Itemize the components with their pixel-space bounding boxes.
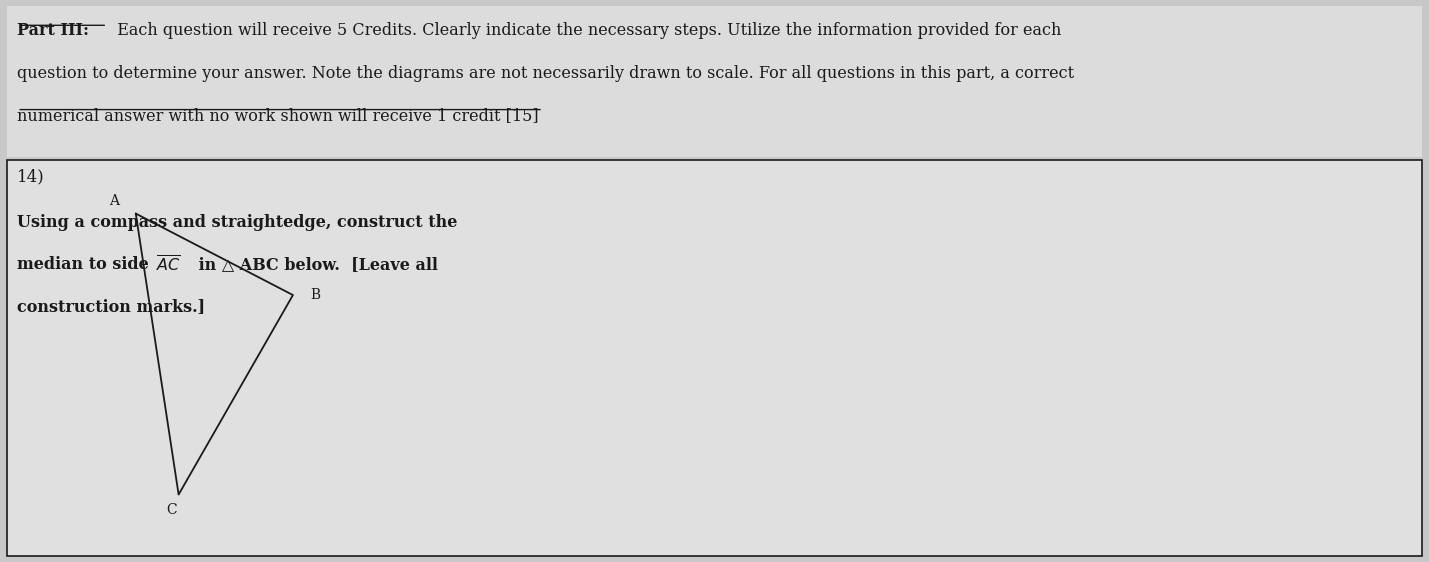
FancyBboxPatch shape xyxy=(7,6,1422,157)
Text: Each question will receive 5 Credits. Clearly indicate the necessary steps. Util: Each question will receive 5 Credits. Cl… xyxy=(107,22,1062,39)
Text: in △ ABC below.  [Leave all: in △ ABC below. [Leave all xyxy=(193,256,437,273)
Text: C: C xyxy=(166,503,177,517)
Text: question to determine your answer. Note the diagrams are not necessarily drawn t: question to determine your answer. Note … xyxy=(17,65,1075,81)
Text: construction marks.]: construction marks.] xyxy=(17,298,206,315)
FancyBboxPatch shape xyxy=(7,160,1422,556)
Text: A: A xyxy=(109,194,119,208)
Text: B: B xyxy=(310,288,320,302)
Text: 14): 14) xyxy=(17,169,44,185)
Text: median to side: median to side xyxy=(17,256,154,273)
Text: numerical answer with no work shown will receive 1 credit [15]: numerical answer with no work shown will… xyxy=(17,107,539,124)
Text: $\overline{AC}$: $\overline{AC}$ xyxy=(156,256,180,276)
Text: Part III:: Part III: xyxy=(17,22,89,39)
Text: Using a compass and straightedge, construct the: Using a compass and straightedge, constr… xyxy=(17,214,457,230)
